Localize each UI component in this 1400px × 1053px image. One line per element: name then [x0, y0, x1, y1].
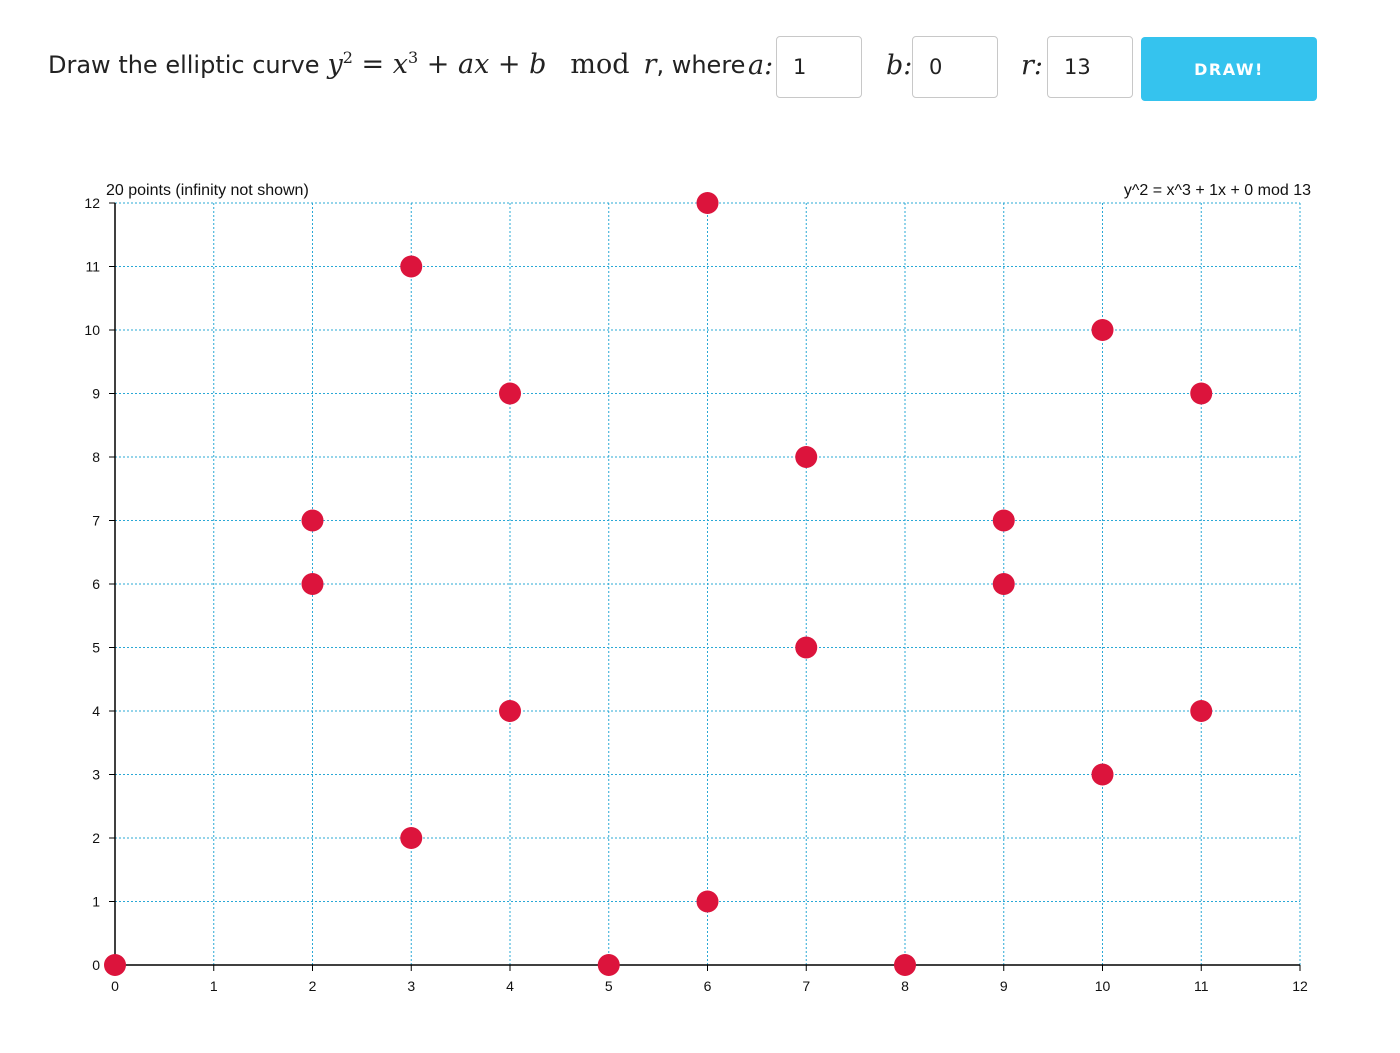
r-label: r: — [1021, 50, 1044, 81]
y-tick-label-5: 5 — [92, 640, 100, 656]
point-9-6 — [992, 573, 1015, 595]
prompt: Draw the elliptic curve y2 = x3 + ax + b… — [48, 48, 745, 88]
formula-y-exp: 2 — [342, 48, 353, 67]
x-tick-label-9: 9 — [1000, 978, 1008, 994]
formula-mod: mod — [570, 49, 630, 80]
formula-eq: = — [361, 49, 385, 80]
x-tick-label-1: 1 — [210, 978, 218, 994]
point-4-4 — [499, 700, 521, 722]
point-10-10 — [1091, 319, 1114, 341]
y-tick-label-6: 6 — [92, 576, 100, 592]
formula-y: y — [327, 49, 343, 80]
x-tick-label-0: 0 — [111, 978, 119, 994]
grid — [115, 202, 1301, 965]
x-tick-label-2: 2 — [309, 978, 317, 994]
point-7-8 — [795, 446, 818, 468]
point-3-11 — [400, 255, 423, 278]
points — [104, 192, 1213, 976]
point-10-3 — [1091, 763, 1114, 786]
formula-x: x — [392, 49, 408, 80]
y-tick-label-4: 4 — [92, 703, 100, 719]
y-tick-label-8: 8 — [92, 449, 100, 465]
where-text: , where — [656, 51, 746, 79]
draw-button[interactable]: DRAW! — [1141, 37, 1317, 101]
x-tick-label-3: 3 — [407, 978, 415, 994]
y-tick-label-2: 2 — [92, 830, 100, 846]
formula: y2 = x3 + ax + b — [327, 48, 546, 80]
point-2-6 — [301, 573, 324, 595]
x-tick-label-12: 12 — [1292, 978, 1308, 994]
a-label: a: — [748, 50, 774, 81]
x-tick-label-7: 7 — [802, 978, 810, 994]
x-tick-label-4: 4 — [506, 978, 514, 994]
chart-title-left: 20 points (infinity not shown) — [106, 182, 309, 199]
prompt-text: Draw the elliptic curve — [48, 51, 320, 79]
a-input[interactable] — [776, 36, 862, 98]
x-tick-label-10: 10 — [1095, 978, 1111, 994]
axes — [109, 202, 1301, 971]
formula-r: r — [643, 49, 657, 80]
point-6-1 — [696, 890, 719, 913]
x-tick-label-6: 6 — [704, 978, 712, 994]
y-tick-label-1: 1 — [92, 894, 100, 910]
x-tick-label-8: 8 — [901, 978, 909, 994]
chart-title-right: y^2 = x^3 + 1x + 0 mod 13 — [1124, 182, 1311, 199]
y-tick-label-9: 9 — [92, 386, 100, 402]
x-tick-label-11: 11 — [1194, 978, 1209, 994]
point-11-4 — [1190, 700, 1213, 722]
x-tick-label-5: 5 — [605, 978, 613, 994]
r-input[interactable] — [1047, 36, 1133, 98]
point-4-9 — [499, 382, 521, 405]
y-tick-label-7: 7 — [92, 513, 100, 529]
formula-rest: + ax + b — [426, 49, 547, 80]
point-2-7 — [301, 509, 324, 532]
point-9-7 — [992, 509, 1015, 532]
b-label: b: — [886, 50, 913, 81]
point-0-0 — [104, 954, 126, 976]
point-8-0 — [894, 954, 916, 976]
y-tick-label-11: 11 — [85, 259, 100, 275]
point-5-0 — [597, 954, 620, 976]
formula-x-exp: 3 — [407, 48, 419, 67]
y-tick-label-3: 3 — [92, 767, 100, 783]
y-tick-label-0: 0 — [92, 957, 100, 973]
header: Draw the elliptic curve y2 = x3 + ax + b… — [0, 0, 1400, 140]
point-6-12 — [696, 192, 719, 214]
y-tick-label-12: 12 — [84, 195, 100, 211]
point-7-5 — [795, 636, 818, 659]
point-3-2 — [400, 827, 423, 849]
point-11-9 — [1190, 382, 1213, 405]
y-tick-label-10: 10 — [84, 322, 100, 338]
b-input[interactable] — [912, 36, 998, 98]
